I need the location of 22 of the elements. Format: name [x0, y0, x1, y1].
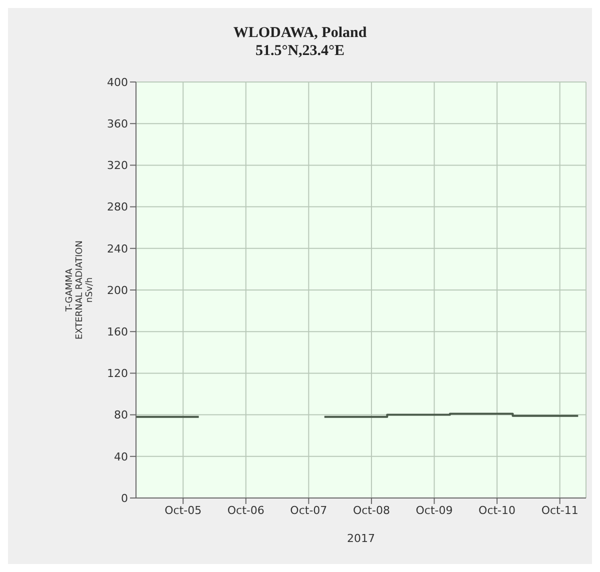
x-tick-label: Oct-11 — [541, 504, 578, 517]
y-tick-label: 80 — [114, 408, 128, 422]
y-tick-label: 240 — [107, 242, 128, 256]
y-axis-title: T-GAMMA EXTERNAL RADIATION nSv/h — [65, 240, 95, 340]
y-tick-label: 0 — [121, 492, 128, 505]
chart-subtitle: 51.5°N,23.4°E — [254, 42, 346, 60]
y-tick-label: 400 — [107, 76, 128, 89]
x-tick-label: Oct-08 — [352, 504, 390, 517]
y-tick-label: 360 — [107, 118, 128, 131]
x-tick-label: Oct-06 — [227, 504, 264, 517]
y-tick-label: 320 — [107, 159, 128, 172]
x-axis-title: 2017 — [347, 532, 375, 545]
y-tick-label: 40 — [114, 450, 128, 464]
x-tick-label: Oct-05 — [164, 504, 202, 517]
y-tick-label: 200 — [107, 284, 128, 297]
y-tick-label: 160 — [107, 326, 128, 339]
x-tick-label: Oct-09 — [416, 504, 453, 517]
chart-title: WLODAWA, Poland — [232, 24, 368, 42]
x-tick-label: Oct-10 — [478, 504, 516, 517]
x-tick-label: Oct-07 — [290, 504, 328, 517]
y-tick-label: 280 — [107, 200, 128, 214]
y-tick-label: 120 — [107, 367, 128, 380]
